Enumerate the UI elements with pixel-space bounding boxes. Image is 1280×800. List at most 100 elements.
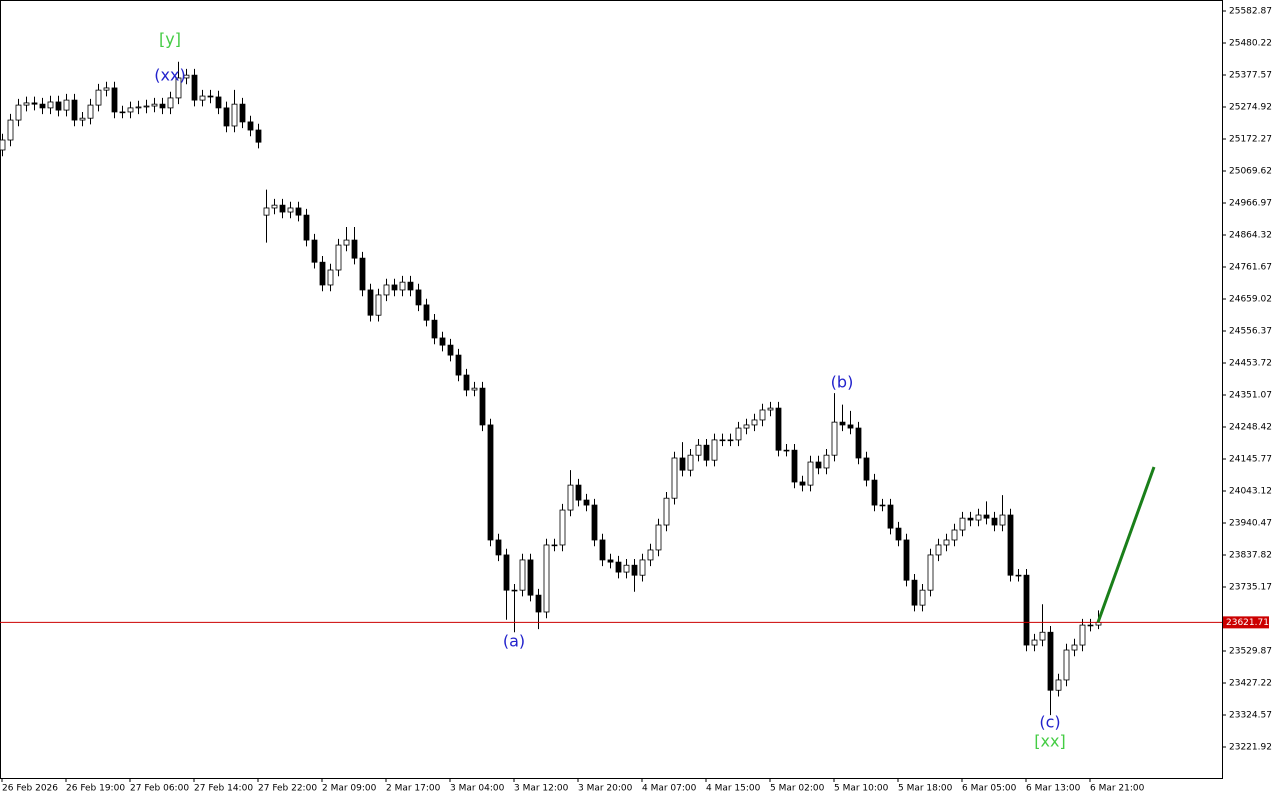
y-tick-label: 25480.22 [1229, 38, 1272, 48]
y-tick-label: 23735.17 [1229, 583, 1272, 593]
candle-body [391, 284, 398, 291]
y-tick-label: 25582.87 [1229, 6, 1272, 16]
y-tick-label: 23529.87 [1229, 647, 1272, 657]
wave-label: [y] [159, 29, 181, 48]
candle-body [511, 589, 518, 592]
candle-body [911, 579, 918, 606]
candle-body [743, 424, 750, 429]
y-tick-label: 23837.82 [1229, 551, 1272, 561]
candle-body [983, 514, 990, 519]
candle-body [175, 77, 182, 99]
candle-body [759, 409, 766, 421]
candle-body [639, 559, 646, 576]
candle-body [319, 261, 326, 286]
price-tag [1223, 616, 1269, 629]
candle-body [863, 457, 870, 481]
candle-body [431, 319, 438, 339]
candle-body [887, 504, 894, 529]
candle-body [935, 544, 942, 556]
candle-body [727, 439, 734, 442]
candle-body [839, 421, 846, 426]
candle-body [127, 107, 134, 113]
forecast-line [1096, 466, 1156, 623]
candle-body [1047, 631, 1054, 691]
x-tick-label: 26 Feb 19:00 [66, 784, 125, 794]
y-tick-label: 24453.72 [1229, 358, 1272, 368]
y-tick-label: 24556.37 [1229, 326, 1272, 336]
y-tick-label: 24659.02 [1229, 294, 1272, 304]
x-tick-label: 5 Mar 18:00 [898, 784, 953, 794]
candle-body [303, 214, 310, 241]
candle-body [1031, 639, 1038, 646]
candle-body [687, 454, 694, 471]
candle-body [631, 564, 638, 576]
candle-body [1007, 514, 1014, 576]
candle-body [1079, 624, 1086, 646]
candle-body [151, 103, 158, 107]
candle-body [623, 564, 630, 573]
candle-body [799, 481, 806, 486]
candle-body [575, 484, 582, 501]
candle-body [527, 559, 534, 596]
x-tick-label: 4 Mar 07:00 [642, 784, 697, 794]
candle-body [119, 111, 126, 114]
candle-body [903, 539, 910, 581]
candle-body [615, 561, 622, 573]
candle-body [975, 514, 982, 521]
x-tick-label: 27 Feb 22:00 [258, 784, 317, 794]
candle-body [407, 281, 414, 291]
candle-body [191, 74, 198, 101]
candle-body [487, 424, 494, 541]
candle-body [471, 387, 478, 391]
candle-body [327, 269, 334, 286]
candle-body [343, 239, 350, 246]
candle-body [199, 95, 206, 101]
candle-body [695, 444, 702, 456]
candle-body [263, 207, 270, 216]
candle-body [559, 509, 566, 546]
wave-label: (c) [1039, 712, 1060, 731]
candle-body [879, 504, 886, 507]
candle-body [7, 119, 14, 141]
candle-body [479, 387, 486, 426]
candle-body [399, 281, 406, 291]
candle-body [1023, 574, 1030, 646]
candle-body [519, 559, 526, 591]
candle-body [0, 139, 6, 151]
candle-body [95, 89, 102, 106]
candle-body [831, 421, 838, 456]
candle-body [671, 457, 678, 499]
candle-body [871, 479, 878, 506]
x-tick-label: 3 Mar 20:00 [578, 784, 633, 794]
candle-body [1071, 644, 1078, 651]
y-tick-label: 24145.77 [1229, 454, 1272, 464]
candle-body [31, 102, 38, 105]
candle-body [359, 257, 366, 291]
candle-body [551, 544, 558, 547]
candle-body [1039, 631, 1046, 641]
y-tick-label: 24864.32 [1229, 230, 1272, 240]
candle-body [231, 103, 238, 127]
x-tick-label: 2 Mar 09:00 [322, 784, 377, 794]
candle-body [455, 354, 462, 376]
candle-body [895, 527, 902, 541]
candle-body [855, 427, 862, 459]
candle-body [279, 204, 286, 213]
candle-body [135, 106, 142, 109]
candle-body [255, 129, 262, 143]
candle-body [599, 539, 606, 561]
x-tick-label: 4 Mar 15:00 [706, 784, 761, 794]
wave-label: (xx) [154, 66, 185, 85]
candle-body [927, 554, 934, 591]
candle-body [607, 559, 614, 563]
candle-body [79, 117, 86, 121]
x-tick-label: 6 Mar 13:00 [1026, 784, 1081, 794]
candle-body [919, 589, 926, 606]
x-tick-label: 2 Mar 17:00 [386, 784, 441, 794]
candle-body [439, 337, 446, 346]
x-tick-label: 27 Feb 06:00 [130, 784, 189, 794]
candle-body [959, 517, 966, 531]
candle-body [87, 104, 94, 119]
candle-body [71, 99, 78, 121]
